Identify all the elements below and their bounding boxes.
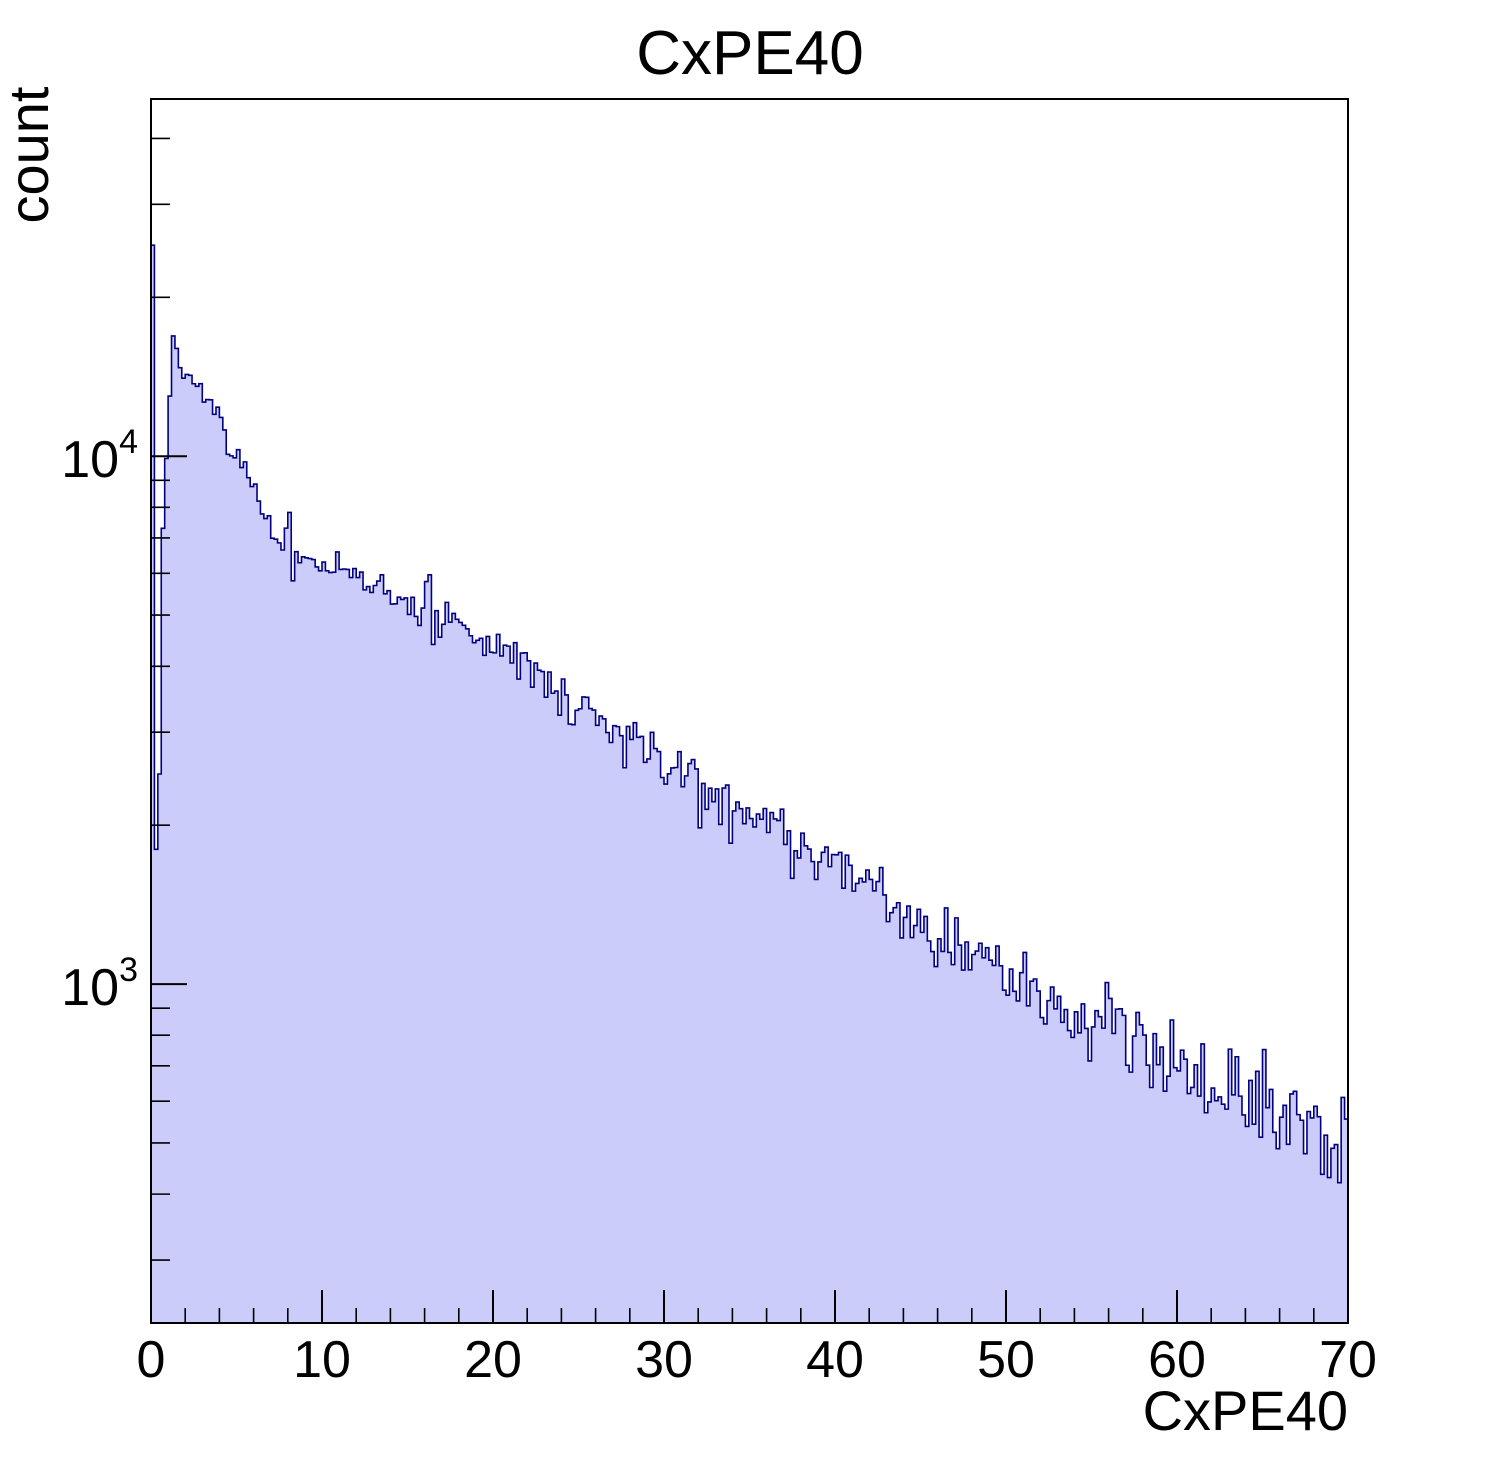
y-tick-label: 103 [61, 951, 138, 1017]
y-axis-title: count [0, 86, 60, 223]
histogram-fill [151, 245, 1348, 1324]
x-tick-label: 40 [806, 1331, 864, 1389]
x-tick-label: 50 [977, 1331, 1035, 1389]
x-tick-label: 10 [293, 1331, 351, 1389]
x-tick-label: 60 [1148, 1331, 1206, 1389]
x-tick-label: 20 [464, 1331, 522, 1389]
x-axis-title: CxPE40 [1143, 1379, 1348, 1442]
x-tick-label: 70 [1319, 1331, 1377, 1389]
axis-tick-labels: 0 10 20 30 40 50 60 70 103 104 [61, 423, 1377, 1389]
histogram-series [150, 244, 1349, 1324]
histogram-outline [150, 244, 1349, 1323]
chart-title: CxPE40 [636, 19, 863, 88]
x-tick-label: 0 [137, 1331, 166, 1389]
y-tick-label: 104 [61, 423, 138, 489]
plot-frame [150, 98, 1349, 1324]
axis-ticks [150, 137, 1349, 1323]
x-tick-label: 30 [635, 1331, 693, 1389]
